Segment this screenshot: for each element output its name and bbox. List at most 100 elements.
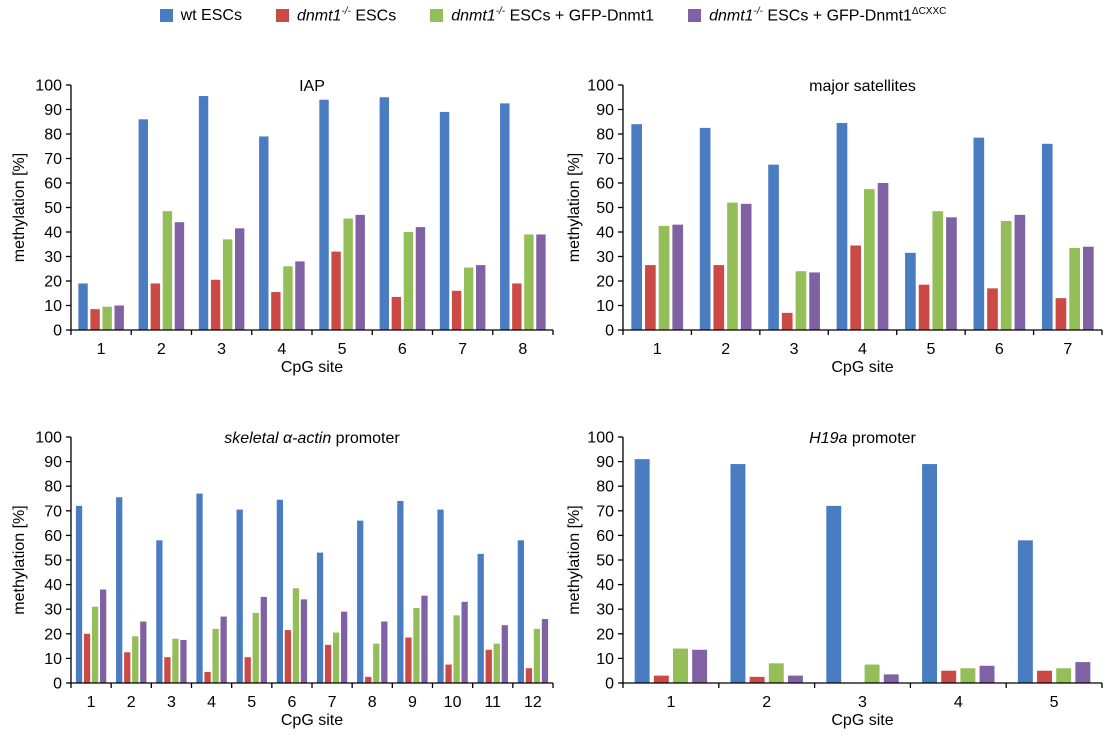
bar-h19a-s1-cpg3	[826, 505, 842, 683]
y-tick-label: 0	[605, 323, 614, 340]
bar-iap-s4-cpg8	[536, 234, 546, 330]
bar-h19a-s4-cpg2	[787, 675, 803, 683]
bar-iap-s1-cpg1	[78, 283, 88, 330]
bar-skeletal-actin-s4-cpg4	[220, 616, 227, 683]
bar-skeletal-actin-s1-cpg11	[477, 553, 484, 683]
chart-title: major satellites	[809, 78, 916, 95]
bar-skeletal-actin-s4-cpg12	[541, 619, 549, 683]
bar-skeletal-actin-s1-cpg7	[316, 552, 324, 683]
x-tick-label: 12	[524, 694, 542, 711]
chart-iap: 0 10 20 30 40 50 60 70 80 90 100 1 2 3 4 5 6 7 8 CpG site me…	[11, 78, 554, 376]
x-tick-label: 8	[518, 341, 527, 358]
bar-skeletal-actin-s1-cpg6	[276, 499, 283, 683]
bar-major-satellites-s3-cpg5	[932, 211, 944, 330]
bar-skeletal-actin-s4-cpg5	[260, 596, 267, 683]
y-tick-label: 80	[44, 127, 62, 144]
chart-title-italic: H19a	[809, 430, 847, 447]
bar-skeletal-actin-s4-cpg1	[100, 589, 107, 683]
y-tick-label: 30	[44, 249, 62, 266]
bar-h19a-s3-cpg2	[768, 663, 784, 683]
bar-h19a-s3-cpg1	[673, 648, 688, 683]
chart-title-text: promoter	[331, 430, 400, 447]
bar-major-satellites-s1-cpg5	[905, 252, 916, 330]
legend-sup-gfp-dnmt1-dcxxc: -/-	[753, 6, 763, 17]
bar-skeletal-actin-s3-cpg8	[373, 643, 380, 683]
chart-title: H19a promoter	[809, 430, 916, 447]
bar-skeletal-actin-s3-cpg3	[172, 638, 179, 683]
bar-skeletal-actin-s1-cpg10	[437, 509, 444, 683]
bar-skeletal-actin-s1-cpg12	[517, 540, 524, 683]
bar-skeletal-actin-s3-cpg7	[332, 632, 340, 683]
chart-title: IAP	[299, 78, 325, 95]
bar-h19a-s2-cpg4	[941, 670, 957, 683]
bar-major-satellites-s2-cpg3	[781, 312, 793, 330]
x-tick-label: 4	[277, 341, 286, 358]
bar-iap-s2-cpg5	[331, 251, 341, 330]
chart-title-text: major satellites	[809, 78, 916, 95]
bar-h19a-s4-cpg4	[979, 665, 995, 683]
bar-skeletal-actin-s2-cpg9	[405, 637, 412, 683]
bar-iap-s4-cpg4	[295, 261, 305, 330]
x-axis-title: CpG site	[281, 359, 343, 376]
bar-major-satellites-s1-cpg2	[699, 127, 711, 331]
bar-h19a-s2-cpg5	[1037, 670, 1052, 683]
legend-text-dnmt1-ko: ESCs	[350, 7, 397, 25]
x-tick-label: 6	[398, 341, 407, 358]
x-tick-label: 8	[368, 694, 377, 711]
x-tick-label: 3	[217, 341, 226, 358]
bar-iap-s4-cpg5	[355, 214, 365, 330]
x-axis-title: CpG site	[281, 712, 343, 729]
bar-iap-s4-cpg3	[235, 228, 245, 330]
x-tick-label: 10	[444, 694, 462, 711]
legend-swatch-dnmt1-ko	[275, 9, 289, 23]
bar-h19a-s2-cpg1	[653, 675, 669, 683]
y-tick-label: 0	[605, 676, 614, 693]
bar-h19a-s4-cpg1	[692, 649, 708, 683]
bar-iap-s2-cpg1	[90, 309, 100, 330]
y-tick-label: 100	[35, 78, 62, 95]
bar-iap-s3-cpg7	[463, 267, 474, 330]
bar-iap-s3-cpg6	[403, 232, 414, 330]
bar-major-satellites-s4-cpg5	[946, 217, 957, 330]
bar-iap-s2-cpg4	[271, 292, 281, 330]
bar-iap-s4-cpg6	[415, 227, 426, 330]
bar-skeletal-actin-s4-cpg2	[140, 621, 147, 683]
y-tick-label: 10	[44, 298, 62, 315]
legend-label-dnmt1-ko: dnmt1-/- ESCs	[297, 6, 396, 25]
bar-major-satellites-s2-cpg7	[1055, 298, 1067, 330]
y-tick-label: 90	[596, 454, 614, 471]
y-tick-label: 60	[44, 528, 62, 545]
bar-skeletal-actin-s4-cpg3	[180, 639, 187, 683]
y-tick-label: 10	[596, 651, 614, 668]
x-tick-label: 3	[858, 694, 867, 711]
x-tick-label: 2	[127, 694, 136, 711]
bar-major-satellites-s4-cpg7	[1082, 246, 1094, 330]
bar-skeletal-actin-s3-cpg10	[453, 615, 460, 683]
y-tick-label: 80	[596, 479, 614, 496]
bar-skeletal-actin-s2-cpg12	[525, 668, 533, 683]
bar-iap-s1-cpg5	[319, 99, 329, 330]
x-tick-label: 1	[666, 694, 675, 711]
y-tick-label: 80	[596, 127, 614, 144]
bar-major-satellites-s1-cpg3	[768, 164, 779, 331]
y-tick-label: 20	[596, 626, 614, 643]
bar-skeletal-actin-s1-cpg8	[357, 520, 364, 683]
y-tick-label: 30	[596, 602, 614, 619]
legend-swatch-gfp-dnmt1-dcxxc	[688, 9, 702, 23]
y-tick-label: 0	[53, 323, 62, 340]
x-tick-label: 7	[328, 694, 337, 711]
bar-skeletal-actin-s4-cpg6	[300, 599, 308, 683]
bar-iap-s2-cpg6	[391, 296, 402, 330]
bar-h19a-s3-cpg4	[960, 668, 976, 683]
x-tick-label: 7	[458, 341, 467, 358]
x-tick-label: 4	[207, 694, 216, 711]
legend-sup2-gfp-dnmt1-dcxxc: ΔCXXC	[911, 6, 947, 17]
bar-iap-s3-cpg3	[222, 239, 233, 330]
y-tick-label: 10	[596, 298, 614, 315]
bar-skeletal-actin-s1-cpg5	[236, 509, 243, 683]
y-axis-title: methylation [%]	[11, 505, 28, 614]
legend-swatch-gfp-dnmt1	[430, 9, 444, 23]
bar-major-satellites-s1-cpg1	[631, 124, 643, 330]
y-tick-label: 0	[53, 676, 62, 693]
